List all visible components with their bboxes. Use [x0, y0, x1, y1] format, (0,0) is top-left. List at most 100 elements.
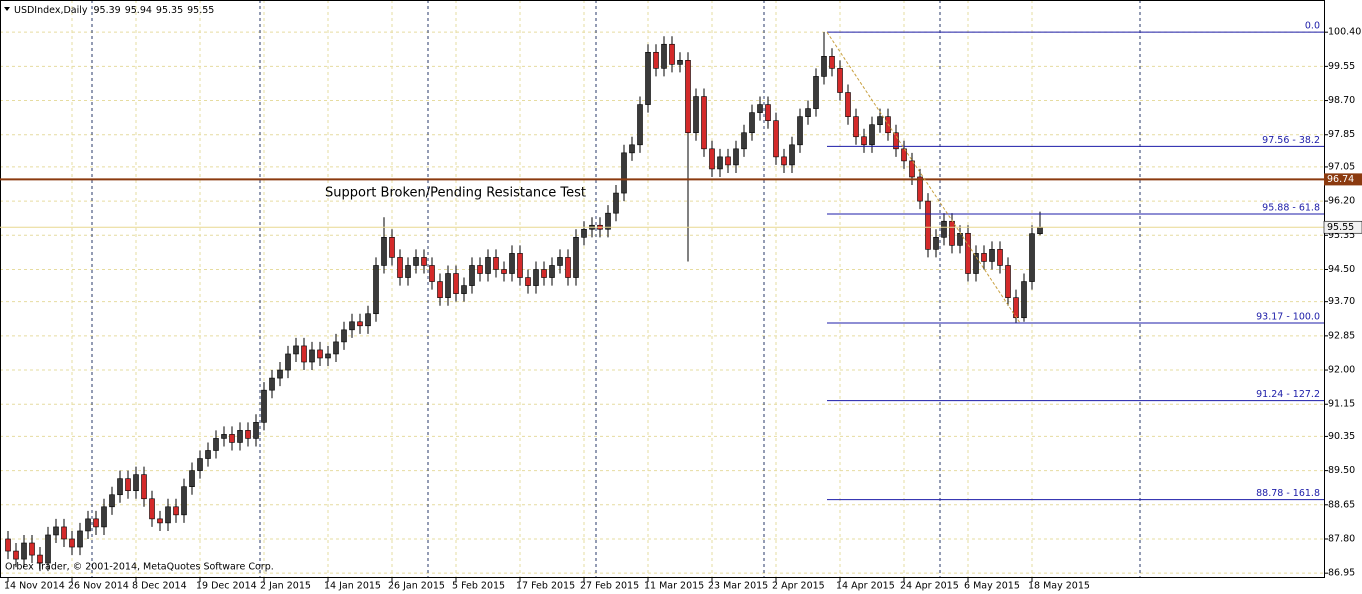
- candle-body: [349, 321, 355, 331]
- candle-body: [565, 257, 571, 278]
- candle-body: [957, 232, 963, 246]
- candle-body: [949, 220, 955, 246]
- candle-body: [469, 265, 475, 286]
- symbol-arrow: [4, 7, 10, 11]
- candle-body: [373, 265, 379, 315]
- candle-body: [837, 68, 843, 93]
- y-tick-label: 92.85: [1328, 330, 1355, 341]
- x-tick-label: 26 Nov 2014: [68, 581, 129, 592]
- candle-body: [989, 249, 995, 262]
- candle-body: [61, 526, 67, 540]
- candle-body: [413, 257, 419, 266]
- candle-body: [645, 51, 651, 105]
- candle-body: [717, 156, 723, 170]
- candle-body: [253, 422, 259, 439]
- ohlc-low: 95.35: [156, 5, 183, 16]
- candle-body: [581, 228, 587, 238]
- candle-body: [285, 353, 291, 371]
- candle-body: [365, 313, 371, 327]
- candle-body: [997, 249, 1003, 266]
- y-tick-label: 97.85: [1328, 129, 1355, 140]
- candle-body: [605, 212, 611, 230]
- candle-body: [877, 116, 883, 125]
- candle-body: [981, 253, 987, 262]
- candle-body: [749, 112, 755, 134]
- candle-body: [317, 349, 323, 359]
- plot-frame: [0, 0, 1325, 578]
- candle-body: [781, 156, 787, 166]
- candle-body: [741, 132, 747, 150]
- candle-body: [93, 518, 99, 528]
- candle-body: [21, 542, 27, 560]
- candle-body: [301, 345, 307, 363]
- price-tag: [1324, 173, 1362, 186]
- candle-body: [1037, 226, 1043, 234]
- candle-body: [397, 257, 403, 278]
- y-tick-label: 89.50: [1328, 465, 1355, 476]
- candle-body: [205, 450, 211, 459]
- x-tick-label: 19 Dec 2014: [196, 581, 257, 592]
- candle-body: [293, 345, 299, 355]
- x-tick-label: 14 Jan 2015: [324, 581, 381, 592]
- candle-body: [669, 43, 675, 65]
- candle-body: [765, 104, 771, 121]
- candle-body: [677, 60, 683, 65]
- candle-body: [1013, 297, 1019, 319]
- candle-body: [29, 542, 35, 556]
- candle-body: [549, 265, 555, 278]
- candle-body: [309, 349, 315, 363]
- candle-body: [805, 108, 811, 117]
- y-tick-label: 97.05: [1328, 161, 1355, 172]
- candle-body: [821, 56, 827, 77]
- x-tick-label: 26 Jan 2015: [388, 581, 445, 592]
- annotation: Support Broken/Pending Resistance Test: [325, 186, 586, 201]
- x-tick-label: 6 May 2015: [964, 581, 1020, 592]
- y-tick-label: 96.20: [1328, 196, 1355, 207]
- candle-body: [869, 124, 875, 146]
- candle-body: [941, 220, 947, 238]
- symbol-name: USDIndex,Daily: [14, 5, 88, 16]
- candle-body: [277, 369, 283, 379]
- candle-body: [461, 285, 467, 294]
- fib-label: 97.56 - 38.2: [1262, 135, 1320, 146]
- candle-body: [261, 389, 267, 423]
- price-tag-label: 96.74: [1327, 174, 1354, 185]
- candle-body: [453, 273, 459, 294]
- y-tick-label: 99.55: [1328, 61, 1355, 72]
- candle-body: [333, 341, 339, 355]
- plot: [5, 32, 1043, 572]
- ohlc-open: 95.39: [94, 5, 121, 16]
- candle-body: [613, 192, 619, 214]
- candle-body: [557, 257, 563, 266]
- fib-label: 88.78 - 161.8: [1256, 488, 1320, 499]
- candle-body: [141, 474, 147, 500]
- y-tick-label: 98.70: [1328, 95, 1355, 106]
- x-tick-label: 5 Feb 2015: [452, 581, 505, 592]
- candle-body: [389, 237, 395, 258]
- candle-body: [933, 237, 939, 250]
- y-tick-label: 88.65: [1328, 499, 1355, 510]
- x-tick-label: 24 Apr 2015: [900, 581, 959, 592]
- candle-body: [509, 253, 515, 274]
- candle-body: [125, 478, 131, 492]
- candle-body: [381, 237, 387, 266]
- candle-body: [901, 148, 907, 162]
- candle-body: [917, 176, 923, 202]
- candle-body: [325, 353, 331, 359]
- candle-body: [637, 104, 643, 146]
- candle-body: [13, 550, 19, 560]
- x-tick-label: 14 Nov 2014: [4, 581, 65, 592]
- candle-body: [69, 538, 75, 548]
- x-tick-label: 27 Feb 2015: [580, 581, 639, 592]
- candle-body: [429, 265, 435, 282]
- candle-body: [621, 152, 627, 194]
- candle-body: [701, 96, 707, 150]
- candle-body: [1005, 265, 1011, 298]
- price-tag-label: 95.55: [1327, 222, 1354, 233]
- candle-body: [85, 518, 91, 532]
- candle-body: [485, 257, 491, 274]
- grid: [0, 0, 1324, 578]
- x-tick-label: 2 Jan 2015: [260, 581, 311, 592]
- candle-body: [221, 434, 227, 439]
